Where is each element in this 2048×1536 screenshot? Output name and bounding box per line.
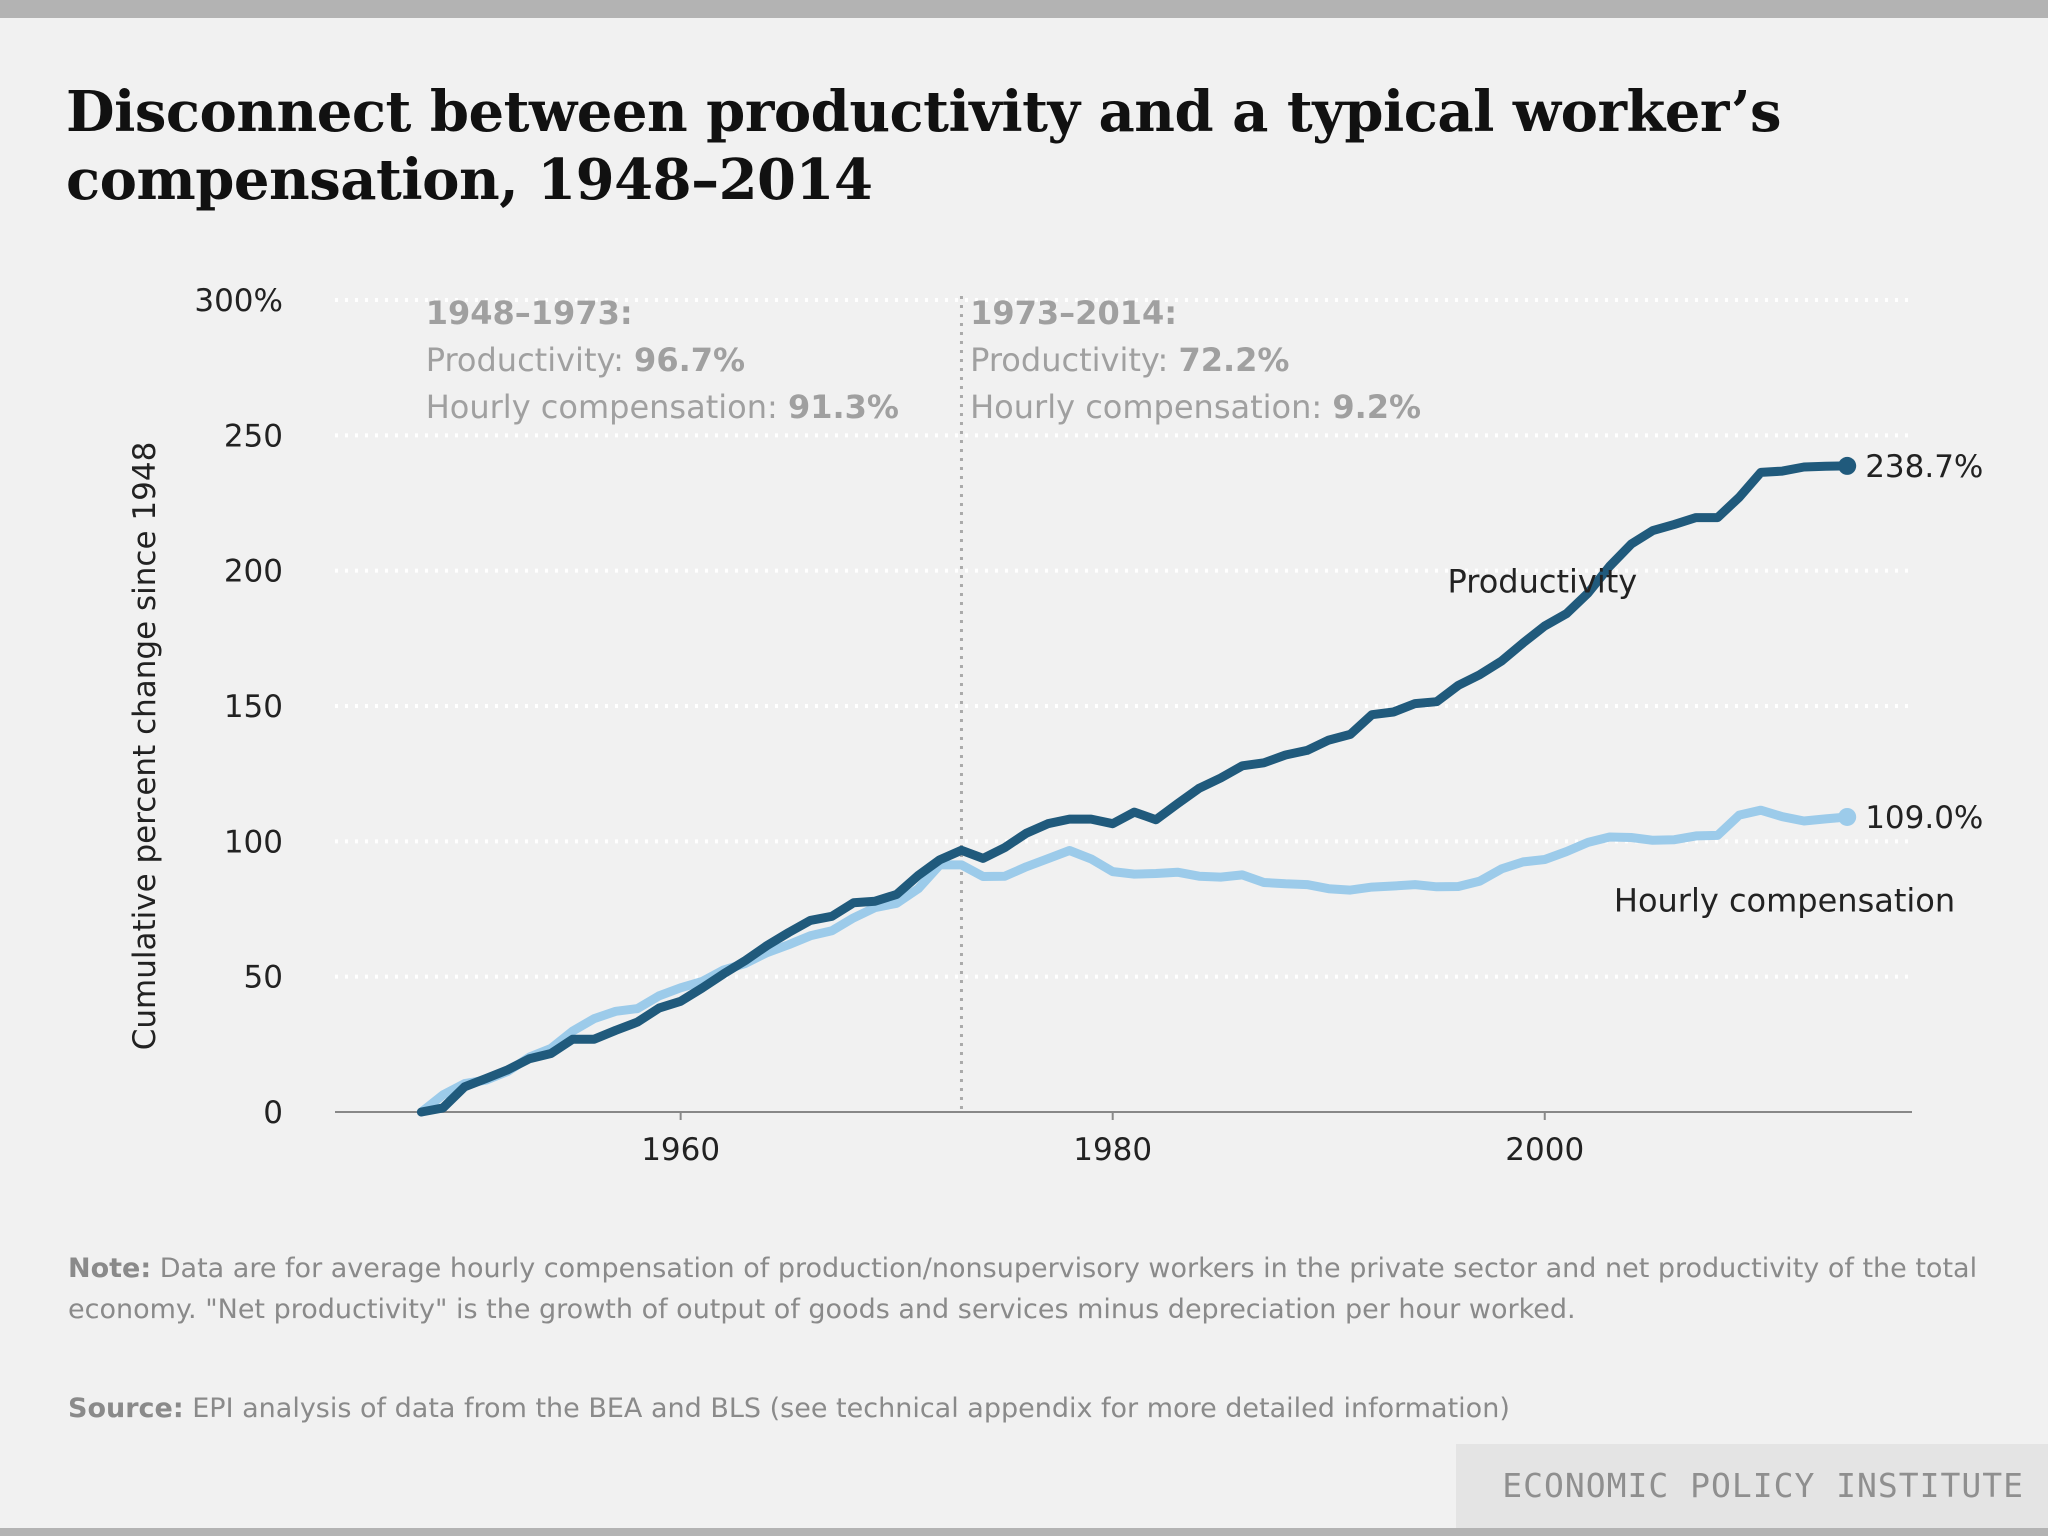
period-1-compensation: Hourly compensation: 9.2% [970, 388, 1421, 426]
y-axis-title: Cumulative percent change since 1948 [127, 442, 163, 1051]
source-label: Source: [68, 1393, 184, 1424]
source-text: EPI analysis of data from the BEA and BL… [183, 1393, 1510, 1424]
period-0-compensation-value: 91.3% [788, 388, 899, 426]
chart-source: Source: EPI analysis of data from the BE… [68, 1388, 1988, 1429]
x-tick-label-1960: 1960 [641, 1132, 720, 1168]
period-0-productivity: Productivity: 96.7% [426, 341, 745, 379]
productivity-series-label: Productivity [1448, 562, 1638, 600]
axes: 0 50 100 150 200 250 300% 1960 1980 2000 Cumulativ… [127, 283, 1912, 1168]
line-chart: 0 50 100 150 200 250 300% 1960 1980 2000 Cumulativ… [127, 283, 1984, 1168]
period-1-productivity-label: Productivity: [970, 341, 1178, 379]
period-0-compensation: Hourly compensation: 91.3% [426, 388, 899, 426]
period-1-heading: 1973–2014: [970, 294, 1177, 332]
compensation-line [416, 805, 1852, 1117]
note-label: Note: [68, 1253, 152, 1284]
y-tick-label-50: 50 [244, 960, 283, 996]
chart-title: Disconnect between productivity and a ty… [66, 79, 1782, 213]
note-text: Data are for average hourly compensation… [68, 1253, 1978, 1325]
period-1-compensation-label: Hourly compensation: [970, 388, 1332, 426]
y-tick-label-300: 300% [194, 283, 283, 319]
x-tick-label-2000: 2000 [1505, 1132, 1584, 1168]
series-lines [416, 456, 1857, 1117]
period-1-productivity-value: 72.2% [1178, 341, 1289, 379]
compensation-series-label: Hourly compensation [1614, 882, 1955, 920]
x-tick-label-1980: 1980 [1073, 1132, 1152, 1168]
productivity-line [416, 461, 1852, 1117]
productivity-end-label: 238.7% [1865, 449, 1983, 485]
bottom-border [0, 1528, 2048, 1536]
series-labels: 109.0% Hourly compensation 238.7% Productiv… [1448, 449, 1984, 920]
publisher-brand: ECONOMIC POLICY INSTITUTE [1456, 1444, 2048, 1528]
y-tick-label-150: 150 [224, 689, 283, 725]
y-tick-label-200: 200 [224, 554, 283, 590]
y-tick-label-100: 100 [224, 824, 283, 860]
period-0-compensation-label: Hourly compensation: [426, 388, 788, 426]
period-0-heading: 1948–1973: [426, 294, 633, 332]
gridlines [335, 298, 1912, 979]
period-0-productivity-label: Productivity: [426, 341, 634, 379]
compensation-end-point [1838, 807, 1857, 826]
chart-note: Note: Data are for average hourly compen… [68, 1248, 1988, 1330]
top-border [0, 0, 2048, 18]
productivity-end-point [1838, 456, 1857, 475]
y-tick-label-250: 250 [224, 418, 283, 454]
period-1-compensation-value: 9.2% [1332, 388, 1421, 426]
period-1-productivity: Productivity: 72.2% [970, 341, 1289, 379]
compensation-end-label: 109.0% [1865, 800, 1983, 836]
period-annotations: 1948–1973: Productivity: 96.7% Hourly comp… [426, 294, 1421, 1112]
y-tick-label-0: 0 [263, 1095, 283, 1131]
period-0-productivity-value: 96.7% [634, 341, 745, 379]
